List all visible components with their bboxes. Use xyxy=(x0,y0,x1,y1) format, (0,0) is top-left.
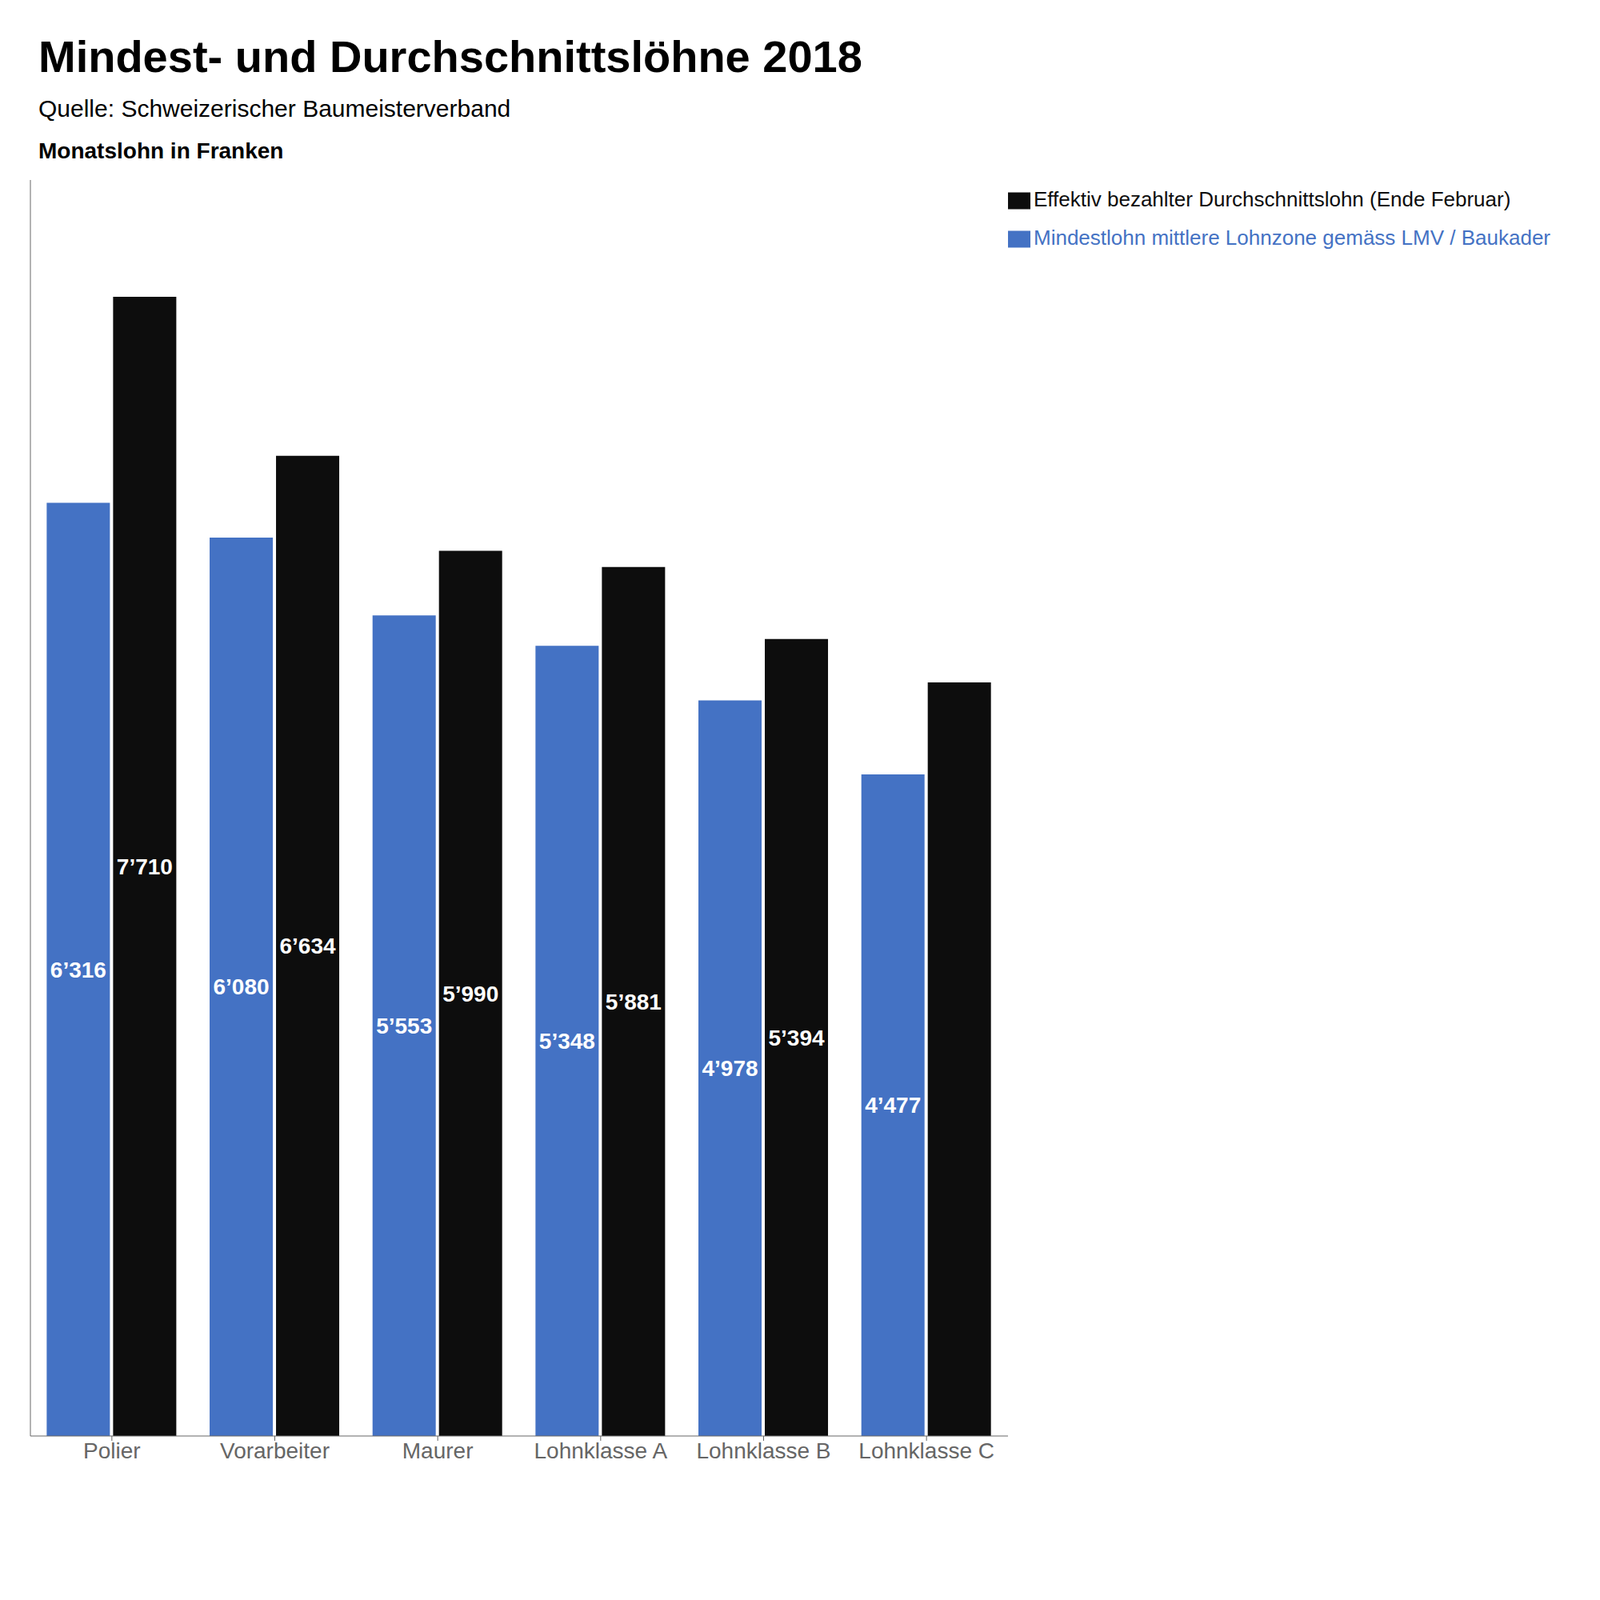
svg-text:Lohnklasse A: Lohnklasse A xyxy=(534,1438,668,1464)
svg-text:5’990: 5’990 xyxy=(442,981,499,1007)
svg-text:6’316: 6’316 xyxy=(50,957,107,983)
svg-text:Maurer: Maurer xyxy=(402,1438,474,1464)
svg-text:6’080: 6’080 xyxy=(212,974,269,1000)
svg-text:Vorarbeiter: Vorarbeiter xyxy=(220,1438,330,1464)
svg-text:4’978: 4’978 xyxy=(701,1056,758,1081)
html-text:Quelle: Schweizerischer Baumei: Quelle: Schweizerischer Baumeisterverban… xyxy=(38,95,511,122)
html-text:Effektiv bezahlter Durchschnit: Effektiv bezahlter Durchschnittslohn (En… xyxy=(1033,187,1511,212)
svg-text:5’553: 5’553 xyxy=(376,1013,432,1039)
html-text:Monatslohn in Franken: Monatslohn in Franken xyxy=(38,138,284,164)
svg-text:4’477: 4’477 xyxy=(864,1092,921,1118)
svg-text:7’710: 7’710 xyxy=(116,854,173,880)
svg-text:Lohnklasse B: Lohnklasse B xyxy=(696,1438,831,1464)
svg-text:5’394: 5’394 xyxy=(768,1025,824,1051)
svg-text:5’348: 5’348 xyxy=(539,1028,596,1054)
svg-text:5’881: 5’881 xyxy=(605,989,662,1015)
svg-text:Lohnklasse C: Lohnklasse C xyxy=(858,1438,995,1464)
svg-text:Polier: Polier xyxy=(83,1438,141,1464)
svg-text:6’634: 6’634 xyxy=(279,933,336,959)
html-text:Mindestlohn mittlere Lohnzone: Mindestlohn mittlere Lohnzone gemäss LMV… xyxy=(1033,225,1551,250)
html-text:Mindest- und Durchschnittslöhn: Mindest- und Durchschnittslöhne 2018 xyxy=(38,31,863,82)
